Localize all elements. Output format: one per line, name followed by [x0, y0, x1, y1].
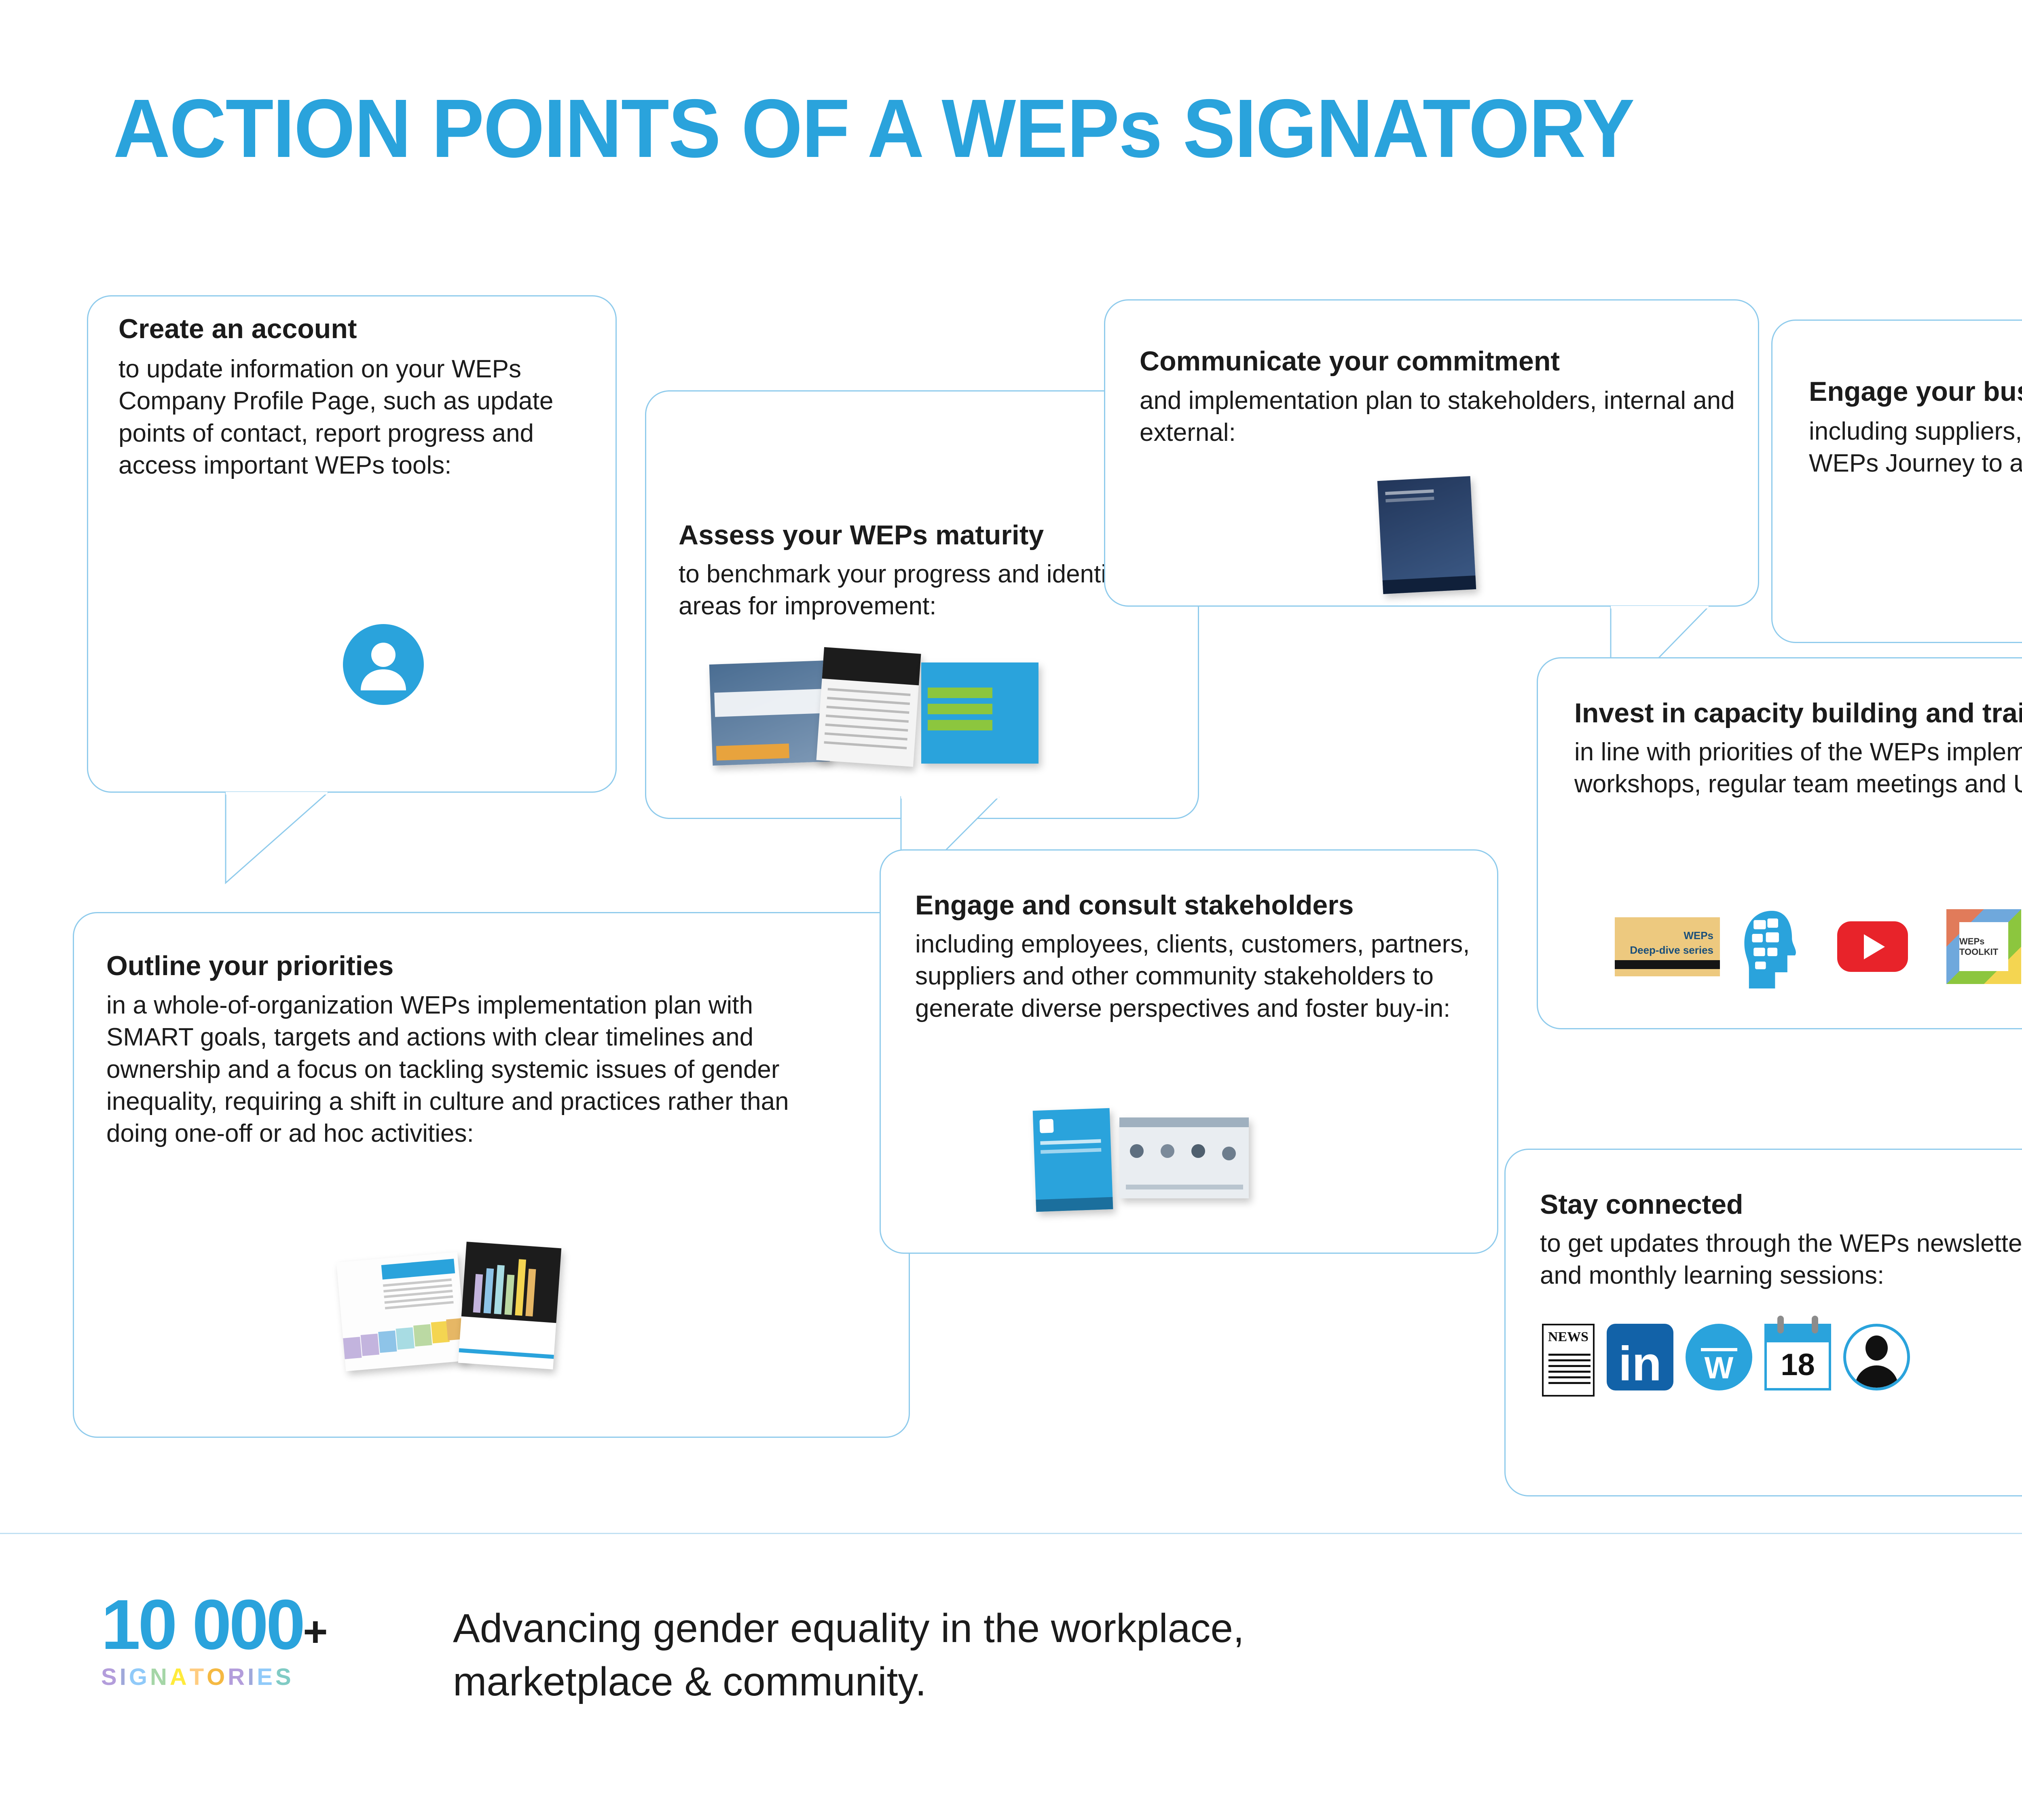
card-heading: Outline your priorities: [106, 950, 394, 981]
thinking-head-icon: [1732, 909, 1809, 992]
weps-w-icon: W: [1686, 1324, 1752, 1390]
signatories-letter: S: [101, 1664, 120, 1690]
signatories-letter: O: [207, 1664, 228, 1690]
signatories-letter: N: [150, 1664, 170, 1690]
card-communicate-your-commitment: Communicate your commitment and implemen…: [1104, 299, 1759, 709]
calendar-icon: 18: [1764, 1316, 1831, 1390]
card-heading: Communicate your commitment: [1140, 346, 1560, 377]
tagline-line-1: Advancing gender equality in the workpla…: [453, 1606, 1244, 1651]
newspaper-label: NEWS: [1548, 1329, 1589, 1344]
signatories-letter: S: [275, 1664, 294, 1690]
card-heading: Engage and consult stakeholders: [915, 890, 1354, 921]
signatories-count-block: 10 000+ SIGNATORIES: [101, 1589, 328, 1691]
card-heading: Assess your WEPs maturity: [679, 520, 1044, 550]
signatories-letter: R: [228, 1664, 248, 1690]
person-avatar-icon: [1843, 1324, 1910, 1390]
signatories-letter: I: [247, 1664, 257, 1690]
deep-dive-line1: WEPs: [1684, 929, 1713, 942]
gender-gap-analysis-tool-cover: [709, 660, 830, 766]
weps-deep-dive-series-card: WEPs Deep-dive series: [1615, 917, 1720, 990]
plus-sign: +: [303, 1608, 328, 1656]
card-body: to benchmark your progress and identify …: [679, 560, 1126, 620]
card-create-an-account: Create an account to update information …: [87, 295, 617, 885]
card-body: including suppliers, clients and other s…: [1809, 417, 2022, 478]
deep-dive-line2: Deep-dive series: [1630, 944, 1713, 956]
card-body: including employees, clients, customers,…: [915, 930, 1470, 1022]
card-stay-connected: Stay connected to get updates through th…: [1504, 1149, 2022, 1496]
weps-gender-action-plan-spread: [336, 1252, 467, 1371]
page-title: ACTION POINTS OF A WEPs SIGNATORY: [113, 82, 1635, 175]
calendar-day: 18: [1781, 1348, 1815, 1382]
toolkit-label: WEPs TOOLKIT: [1959, 936, 1999, 957]
youtube-icon[interactable]: [1837, 921, 1908, 972]
card-invest-in-capacity-building-and-training: Invest in capacity building and training…: [1537, 657, 2022, 1029]
card-heading: Engage your business partners: [1809, 376, 2022, 407]
card-heading: Create an account: [118, 313, 357, 344]
linkedin-label: in: [1618, 1337, 1662, 1391]
card-heading: Invest in capacity building and training: [1574, 698, 2022, 728]
card-body: in a whole-of-organization WEPs implemen…: [106, 991, 789, 1148]
tagline: Advancing gender equality in the workpla…: [453, 1602, 1666, 1708]
newspaper-icon: NEWS: [1542, 1324, 1595, 1397]
signatories-letter: G: [129, 1664, 150, 1690]
speech-tail: [225, 792, 328, 885]
card-body: to get updates through the WEPs newslett…: [1540, 1230, 2022, 1290]
account-avatar-icon: [343, 624, 424, 705]
linkedin-icon[interactable]: in: [1607, 1324, 1673, 1390]
signatories-letter: A: [169, 1664, 190, 1690]
card-body: and implementation plan to stakeholders,…: [1140, 387, 1735, 447]
stakeholder-meeting-photo: [1119, 1117, 1249, 1198]
signatories-count: 10 000: [101, 1585, 305, 1664]
signatories-letter: E: [257, 1664, 275, 1690]
card-outline-your-priorities: Outline your priorities in a whole-of-or…: [73, 912, 910, 1438]
card-body: to update information on your WEPs Compa…: [118, 355, 554, 480]
weps-navy-report-cover: [1377, 476, 1476, 594]
card-engage-your-business-partners: Engage your business partners including …: [1771, 320, 2022, 643]
weps-w-label: W: [1704, 1351, 1734, 1385]
signatories-label: SIGNATORIES: [101, 1663, 328, 1691]
tagline-line-2: marketplace & community.: [453, 1659, 926, 1704]
card-engage-and-consult-stakeholders: Engage and consult stakeholders includin…: [880, 849, 1498, 1254]
weps-blue-booklet: [1032, 1108, 1113, 1212]
signatories-letter: I: [119, 1664, 129, 1690]
weps-transparency-accountability-cover: [458, 1242, 562, 1369]
signatories-letter: T: [189, 1664, 207, 1690]
card-heading: Stay connected: [1540, 1189, 1743, 1220]
card-body: in line with priorities of the WEPs impl…: [1574, 738, 2022, 798]
gender-responsive-procurement-assessment-tool: [921, 662, 1038, 764]
weps-toolkit-puzzle: WEPs TOOLKIT: [1946, 909, 2021, 984]
footer-divider: [0, 1533, 2022, 1534]
gender-responsive-recruitment-checklist: [816, 647, 921, 767]
